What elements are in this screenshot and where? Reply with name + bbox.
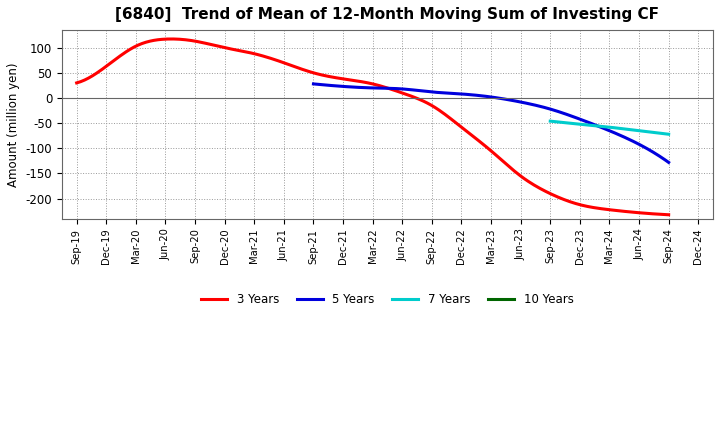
Legend: 3 Years, 5 Years, 7 Years, 10 Years: 3 Years, 5 Years, 7 Years, 10 Years <box>197 289 578 311</box>
Y-axis label: Amount (million yen): Amount (million yen) <box>7 62 20 187</box>
Title: [6840]  Trend of Mean of 12-Month Moving Sum of Investing CF: [6840] Trend of Mean of 12-Month Moving … <box>115 7 660 22</box>
